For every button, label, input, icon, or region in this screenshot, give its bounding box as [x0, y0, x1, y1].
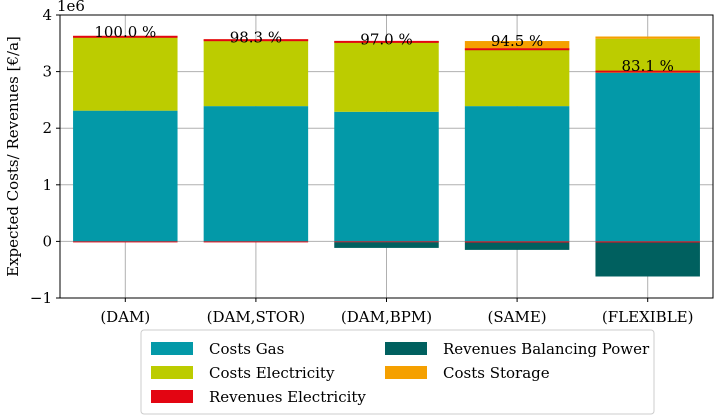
legend-label-revenues_electricity[interactable]: Revenues Electricity [209, 388, 366, 406]
legend-label-balancing[interactable]: Revenues Balancing Power [443, 340, 650, 358]
percent-label: 100.0 % [94, 23, 156, 41]
y-axis-title: Expected Costs/ Revenues [€/a] [4, 36, 22, 277]
revenue-markers [73, 35, 700, 73]
y-tick-label: 3 [42, 63, 52, 81]
bar-electricity [464, 48, 570, 107]
revenue-electricity-marker [334, 40, 439, 43]
legend-label-gas[interactable]: Costs Gas [209, 340, 284, 358]
bar-gas [334, 111, 439, 242]
y-tick-label: 4 [42, 6, 52, 24]
percent-label: 98.3 % [230, 29, 282, 47]
y-tick-label: 1 [42, 176, 52, 194]
legend-swatch-storage [385, 366, 427, 379]
y-tick-label: −1 [30, 289, 52, 307]
revenue-electricity-marker [203, 39, 309, 42]
bar-balancing [595, 242, 700, 277]
bar-revenues_electricity [73, 241, 178, 243]
x-tick-label: (DAM,BPM) [341, 308, 432, 326]
y-axis: −1 0 1 2 3 4 [30, 6, 60, 307]
revenue-electricity-marker [595, 70, 700, 73]
bar-electricity [203, 41, 309, 107]
bar-revenues_electricity [203, 241, 309, 243]
legend-swatch-revenues_electricity [151, 390, 193, 403]
x-tick-label: (FLEXIBLE) [602, 308, 694, 326]
y-tick-label: 0 [42, 232, 52, 250]
x-tick-label: (DAM,STOR) [207, 308, 306, 326]
x-tick-label: (SAME) [488, 308, 547, 326]
bar-electricity [334, 41, 439, 112]
bar-revenues_electricity [464, 241, 570, 243]
bar-gas [203, 106, 309, 242]
bar-revenues_electricity [334, 241, 439, 243]
revenue-electricity-marker [73, 35, 178, 38]
y-tick-label: 2 [42, 119, 52, 137]
legend-swatch-electricity [151, 366, 193, 379]
percent-label: 97.0 % [360, 30, 412, 48]
y-offset-text: 1e6 [57, 0, 85, 15]
legend-swatch-balancing [385, 342, 427, 355]
bar-storage [464, 41, 570, 49]
bar-electricity [595, 38, 700, 73]
legend-label-electricity[interactable]: Costs Electricity [209, 364, 335, 382]
legend-label-storage[interactable]: Costs Storage [443, 364, 550, 382]
x-axis: (DAM) (DAM,STOR) (DAM,BPM) (SAME) (FLEXIBLE) [100, 298, 693, 326]
bar-electricity [73, 35, 178, 111]
bar-gas [464, 106, 570, 242]
legend[interactable]: Costs Gas Revenues Balancing Power Costs E… [140, 329, 655, 415]
percent-label: 83.1 % [621, 57, 673, 75]
bar-revenues_electricity [595, 241, 700, 243]
percent-label: 94.5 % [491, 32, 543, 50]
percent-labels: 100.0 % 98.3 % 97.0 % 94.5 % 83.1 % [94, 23, 674, 75]
bar-gas [595, 72, 700, 242]
bar-gas [73, 110, 178, 242]
legend-swatch-gas [151, 342, 193, 355]
x-tick-label: (DAM) [100, 308, 150, 326]
bar-balancing [334, 242, 439, 248]
bar-storage [595, 36, 700, 39]
bars [73, 35, 700, 277]
bar-balancing [464, 242, 570, 250]
revenue-electricity-marker [464, 48, 570, 51]
